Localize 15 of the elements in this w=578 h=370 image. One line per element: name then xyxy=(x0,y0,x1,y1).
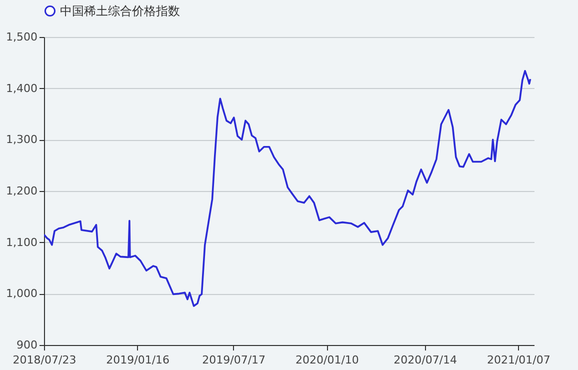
x-tick-label: 2019/01/16 xyxy=(106,354,170,366)
x-tick-label: 2020/01/10 xyxy=(296,354,359,366)
y-tick-label: 1,300 xyxy=(6,133,38,146)
line-series xyxy=(44,70,532,307)
y-tick-label: 1,100 xyxy=(6,236,38,249)
y-tick-label: 900 xyxy=(16,338,38,352)
y-tick-label: 1,500 xyxy=(6,30,38,44)
legend-label: 中国稀土综合价格指数 xyxy=(60,4,180,18)
y-tick-label: 1,400 xyxy=(6,82,38,95)
y-tick-label: 1,000 xyxy=(6,287,38,300)
x-tick-label: 2020/07/14 xyxy=(394,354,458,366)
x-tick-label: 2018/07/23 xyxy=(12,354,76,366)
x-tick-label: 2019/07/17 xyxy=(202,354,266,366)
x-tick-label: 2021/01/07 xyxy=(486,354,550,366)
y-tick-label: 1,200 xyxy=(6,184,38,198)
